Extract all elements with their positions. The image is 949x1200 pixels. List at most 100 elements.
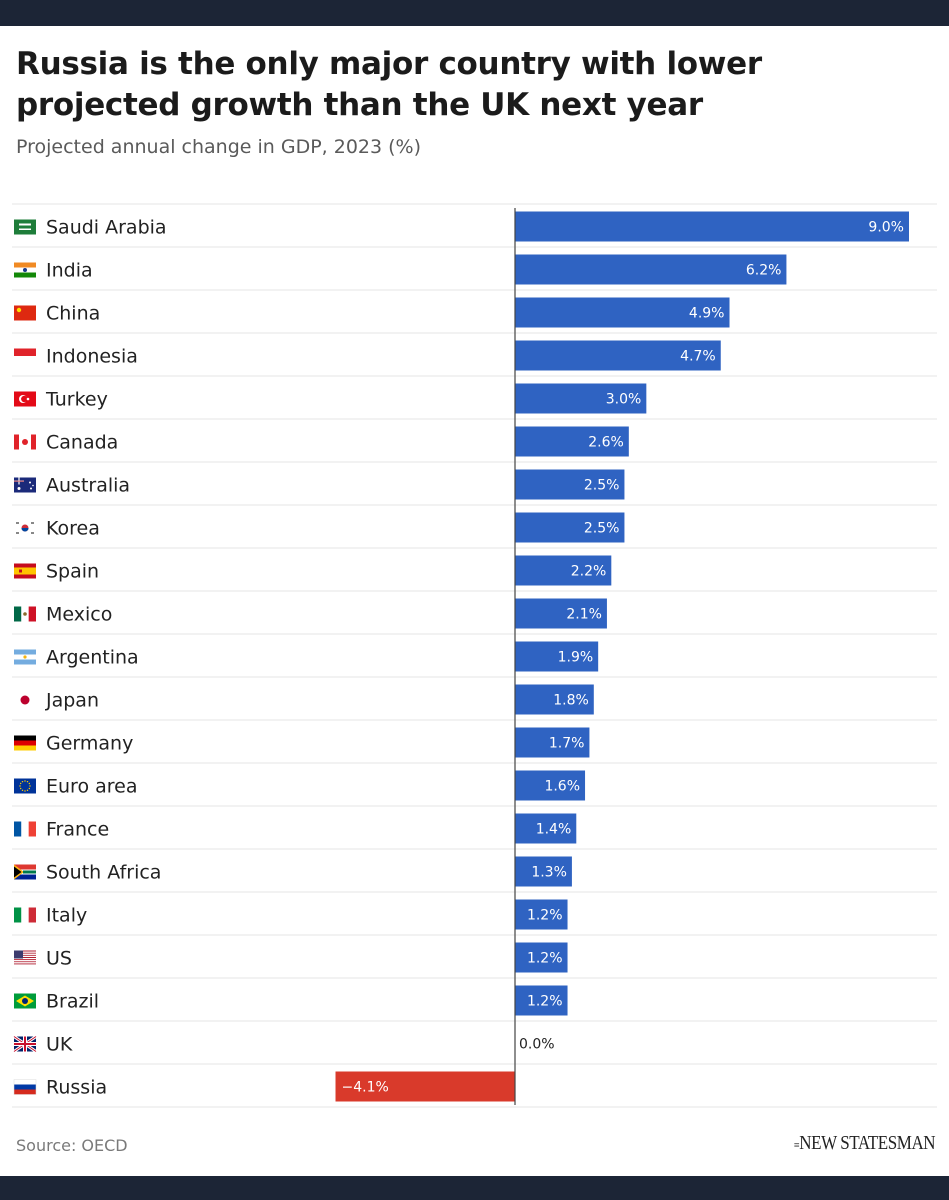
- value-label: 3.0%: [606, 392, 642, 408]
- source-note: Source: OECD: [16, 1136, 128, 1155]
- value-label: 2.1%: [566, 607, 602, 623]
- argentina-flag: [14, 649, 36, 665]
- value-label: 0.0%: [519, 1037, 555, 1053]
- china-flag: [14, 305, 36, 321]
- chart-card: Russia is the only major country with lo…: [0, 26, 949, 1176]
- value-label: 2.5%: [584, 478, 620, 494]
- japan-flag: [14, 692, 36, 708]
- bar-row: Japan 1.8%: [14, 684, 594, 715]
- bar: [515, 942, 568, 973]
- bar: [515, 684, 594, 715]
- bar-row: Russia −4.1%: [13, 1071, 515, 1102]
- bar-row: Australia 2.5%: [14, 469, 625, 500]
- category-label: Argentina: [46, 647, 139, 669]
- canada-flag: [14, 434, 36, 450]
- category-label: China: [46, 303, 100, 325]
- bar-row: India 6.2%: [14, 254, 787, 285]
- category-label: Brazil: [46, 991, 99, 1013]
- category-label: Indonesia: [46, 346, 138, 368]
- bar: [515, 813, 577, 844]
- value-label: 2.5%: [584, 521, 620, 537]
- category-label: Mexico: [46, 604, 112, 626]
- bar-row: Brazil 1.2%: [14, 985, 568, 1016]
- saudi-arabia-flag: [14, 219, 36, 235]
- value-label: 1.2%: [527, 908, 563, 924]
- bar: [515, 641, 599, 672]
- value-label: 1.7%: [549, 736, 585, 752]
- value-label: 6.2%: [746, 263, 782, 279]
- category-label: Korea: [46, 518, 100, 540]
- india-flag: [14, 262, 36, 278]
- indonesia-flag: [14, 348, 36, 364]
- germany-flag: [14, 735, 36, 751]
- korea-flag: [14, 520, 36, 536]
- category-label: Japan: [45, 690, 99, 712]
- bar: [515, 727, 590, 758]
- category-label: Spain: [46, 561, 99, 583]
- category-label: India: [46, 260, 93, 282]
- bar: [515, 211, 909, 242]
- spain-flag: [14, 563, 36, 579]
- uk-flag: [13, 1035, 37, 1053]
- bar-row: Indonesia 4.7%: [14, 340, 721, 371]
- category-label: UK: [46, 1034, 73, 1056]
- value-label: 1.2%: [527, 951, 563, 967]
- value-label: 4.9%: [689, 306, 725, 322]
- bar-row: South Africa 1.3%: [14, 856, 572, 887]
- category-label: Canada: [46, 432, 118, 454]
- bar: [515, 598, 607, 629]
- category-label: US: [46, 948, 72, 970]
- value-label: 1.6%: [544, 779, 580, 795]
- bar-row: Argentina 1.9%: [14, 641, 599, 672]
- bar: [515, 426, 629, 457]
- bar-row: Mexico 2.1%: [14, 598, 607, 629]
- category-label: Italy: [46, 905, 87, 927]
- euro-area-flag: [14, 778, 36, 794]
- mexico-flag: [14, 606, 36, 622]
- brazil-flag: [14, 993, 36, 1009]
- category-label: Russia: [46, 1077, 107, 1099]
- value-label: 1.3%: [531, 865, 567, 881]
- bar-row: Germany 1.7%: [14, 727, 590, 758]
- bar-row: China 4.9%: [14, 297, 730, 328]
- bar-row: Korea 2.5%: [14, 512, 625, 543]
- category-label: Germany: [46, 733, 133, 755]
- australia-flag: [14, 477, 36, 493]
- value-label: 1.9%: [558, 650, 594, 666]
- value-label: −4.1%: [342, 1080, 389, 1096]
- bar-row: Euro area 1.6%: [14, 770, 586, 801]
- category-label: Australia: [46, 475, 130, 497]
- category-label: France: [46, 819, 109, 841]
- bar: [335, 1071, 515, 1102]
- value-label: 1.8%: [553, 693, 589, 709]
- bar-row: Spain 2.2%: [14, 555, 612, 586]
- bar-row: UK 0.0%: [13, 1034, 555, 1056]
- value-label: 2.2%: [571, 564, 607, 580]
- bar-row: Turkey 3.0%: [14, 383, 647, 414]
- south-africa-flag: [14, 864, 36, 880]
- bar: [515, 383, 647, 414]
- category-label: Euro area: [46, 776, 137, 798]
- category-label: South Africa: [46, 862, 161, 884]
- chart-subtitle: Projected annual change in GDP, 2023 (%): [16, 136, 422, 158]
- chart-title: Russia is the only major country with lo…: [16, 46, 762, 123]
- bar: [515, 340, 721, 371]
- bar: [515, 985, 568, 1016]
- france-flag: [14, 821, 36, 837]
- publisher-logo: ≡NEW STATESMAN: [793, 1132, 936, 1154]
- russia-flag: [13, 1079, 37, 1095]
- bar: [515, 254, 787, 285]
- bar-row: Saudi Arabia 9.0%: [14, 211, 909, 242]
- bar-row: France 1.4%: [14, 813, 577, 844]
- bar-chart: Saudi Arabia 9.0% India 6.2% China 4.9% Indone…: [12, 203, 937, 1108]
- value-label: 1.4%: [536, 822, 572, 838]
- value-label: 1.2%: [527, 994, 563, 1010]
- bar-row: US 1.2%: [14, 942, 568, 973]
- bar: [515, 899, 568, 930]
- bar: [515, 469, 625, 500]
- bar: [515, 512, 625, 543]
- category-label: Turkey: [45, 389, 108, 411]
- value-label: 4.7%: [680, 349, 716, 365]
- value-label: 2.6%: [588, 435, 624, 451]
- value-label: 9.0%: [868, 220, 904, 236]
